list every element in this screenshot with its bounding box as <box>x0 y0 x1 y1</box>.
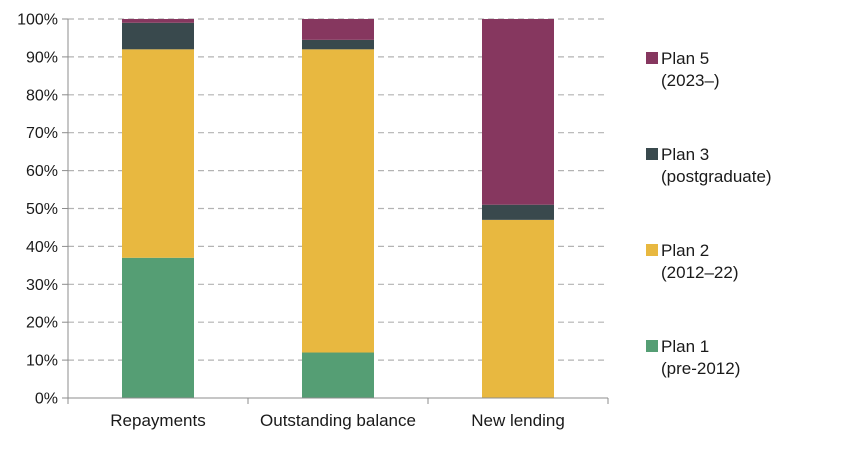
x-tick-label: Repayments <box>110 411 205 430</box>
legend-label: (postgraduate) <box>661 167 772 186</box>
legend-label: Plan 1 <box>661 337 709 356</box>
legend-label: Plan 2 <box>661 241 709 260</box>
legend-swatch <box>646 148 658 160</box>
y-tick-label: 100% <box>17 12 58 29</box>
bar-segment-plan-5 <box>482 19 554 205</box>
bar-segment-plan-5 <box>122 19 194 23</box>
x-tick-label: Outstanding balance <box>260 411 416 430</box>
y-tick-label: 40% <box>26 239 58 256</box>
bar-segment-plan-3 <box>122 22 194 50</box>
y-tick-label: 50% <box>26 201 58 218</box>
bar-segment-plan-5 <box>302 19 374 40</box>
legend-swatch <box>646 340 658 352</box>
axes: 0% 10% 20% 30% 40% 50% 60% 70% 80% 90% 100% Repayme… <box>17 12 609 430</box>
bar-segment-plan-1 <box>302 352 374 398</box>
bar-segment-plan-3 <box>302 39 374 50</box>
y-tick-label: 30% <box>26 277 58 294</box>
y-tick-label: 20% <box>26 315 58 332</box>
bars <box>122 19 554 398</box>
y-tick-label: 60% <box>26 163 58 180</box>
legend-label: (2023–) <box>661 71 720 90</box>
bar-segment-plan-2 <box>122 49 194 258</box>
legend-swatch <box>646 244 658 256</box>
y-tick-label: 80% <box>26 87 58 104</box>
y-tick-label: 70% <box>26 125 58 142</box>
y-tick-label: 10% <box>26 353 58 370</box>
bar-segment-plan-1 <box>122 257 194 398</box>
bar-segment-plan-3 <box>482 204 554 220</box>
legend: Plan 5 (2023–) Plan 3 (postgraduate) Plan 2 (… <box>646 49 772 378</box>
bar-segment-plan-2 <box>482 219 554 398</box>
y-tick-label: 90% <box>26 49 58 66</box>
bar-segment-plan-2 <box>302 49 374 353</box>
legend-swatch <box>646 52 658 64</box>
legend-label: (2012–22) <box>661 263 739 282</box>
legend-label: Plan 3 <box>661 145 709 164</box>
legend-label: (pre-2012) <box>661 359 740 378</box>
y-tick-label: 0% <box>35 391 58 408</box>
x-tick-label: New lending <box>471 411 565 430</box>
legend-label: Plan 5 <box>661 49 709 68</box>
